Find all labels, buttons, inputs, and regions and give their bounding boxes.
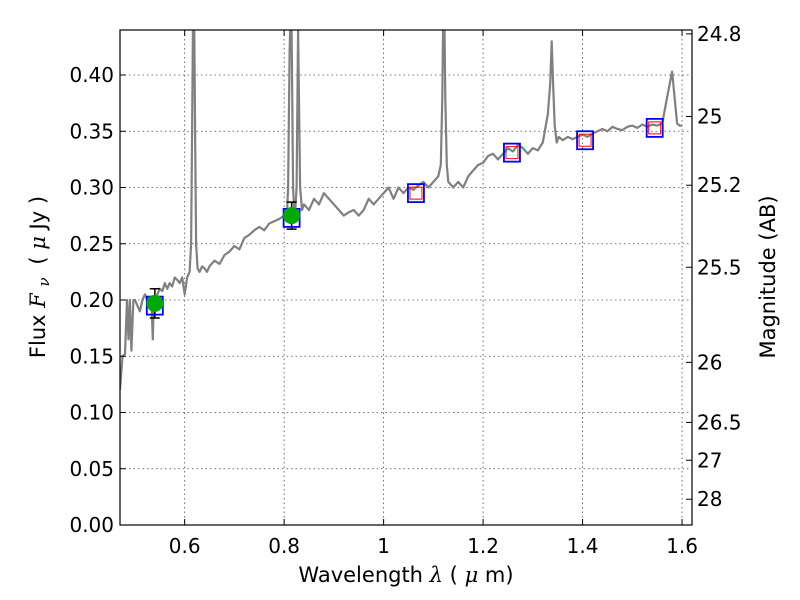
- y-axis-mu: μ: [26, 236, 50, 250]
- model-point: [407, 183, 425, 204]
- axis-ticks: 0.6 0.8 1 1.2 1.4 1.6 0.00 0.05 0.10 0.15 0.20 0.25…: [69, 22, 741, 558]
- model-inner-box: [409, 186, 423, 200]
- y2-tick-label: 25: [697, 105, 722, 129]
- y2-tick-label: 26: [697, 350, 722, 374]
- observed-marker: [283, 207, 301, 225]
- y2-tick-label: 26.5: [697, 410, 742, 434]
- x-axis-open: (: [450, 563, 458, 587]
- model-inner-box: [505, 146, 519, 160]
- y-tick-label: 0.10: [69, 401, 114, 425]
- x-tick-label: 1: [377, 534, 390, 558]
- model-box: [503, 142, 521, 163]
- x-tick-label: 1.2: [467, 534, 499, 558]
- x-axis-label-prefix: Wavelength: [298, 563, 429, 587]
- y2-axis-label: Magnitude (AB): [756, 195, 780, 358]
- x-tick-label: 0.6: [169, 534, 201, 558]
- grid-lines: [120, 30, 692, 526]
- y-axis-label-prefix: Flux: [26, 308, 50, 358]
- photometry-points: [145, 117, 664, 319]
- y-tick-label: 0.20: [69, 288, 114, 312]
- y-axis-flux-subscript: ν: [35, 277, 53, 286]
- y-axis-flux-symbol: F: [26, 292, 50, 309]
- x-axis-mu: μ: [465, 563, 479, 587]
- model-box: [576, 130, 594, 151]
- model-inner-box: [578, 133, 592, 147]
- observed-point: [282, 201, 301, 230]
- plot-frame: [119, 29, 693, 526]
- x-tick-label: 1.4: [567, 534, 599, 558]
- y-tick-label: 0.30: [69, 176, 114, 200]
- y2-tick-label: 28: [697, 487, 722, 511]
- y-tick-label: 0.35: [69, 119, 114, 143]
- y2-tick-label: 25.5: [697, 255, 742, 279]
- y-tick-label: 0.25: [69, 232, 114, 256]
- x-axis-unit: m): [485, 563, 514, 587]
- model-box: [407, 183, 425, 204]
- model-point: [645, 117, 664, 138]
- y-tick-label: 0.40: [69, 63, 114, 87]
- y2-tick-label: 24.8: [697, 22, 742, 46]
- observed-marker: [146, 294, 164, 312]
- y-axis-open: (: [26, 250, 50, 265]
- x-tick-label: 0.8: [268, 534, 300, 558]
- y-tick-label: 0.15: [69, 344, 114, 368]
- x-axis-lambda: λ: [429, 563, 443, 587]
- model-point: [503, 142, 521, 163]
- model-inner-box: [648, 121, 662, 135]
- x-tick-label: 1.6: [666, 534, 698, 558]
- spectrum-line: [120, 30, 683, 391]
- y-axis-label: Flux F ν ( μ Jy ): [26, 196, 53, 358]
- y-tick-label: 0.05: [69, 457, 114, 481]
- y-axis-unit: Jy ): [26, 196, 50, 232]
- y-tick-label: 0.00: [69, 513, 114, 537]
- x-axis-label: Wavelength λ ( μ m): [298, 563, 513, 587]
- model-point: [576, 130, 594, 151]
- model-box: [645, 117, 664, 138]
- y2-tick-label: 25.2: [697, 173, 742, 197]
- y2-tick-label: 27: [697, 448, 722, 472]
- observed-point: [145, 288, 164, 319]
